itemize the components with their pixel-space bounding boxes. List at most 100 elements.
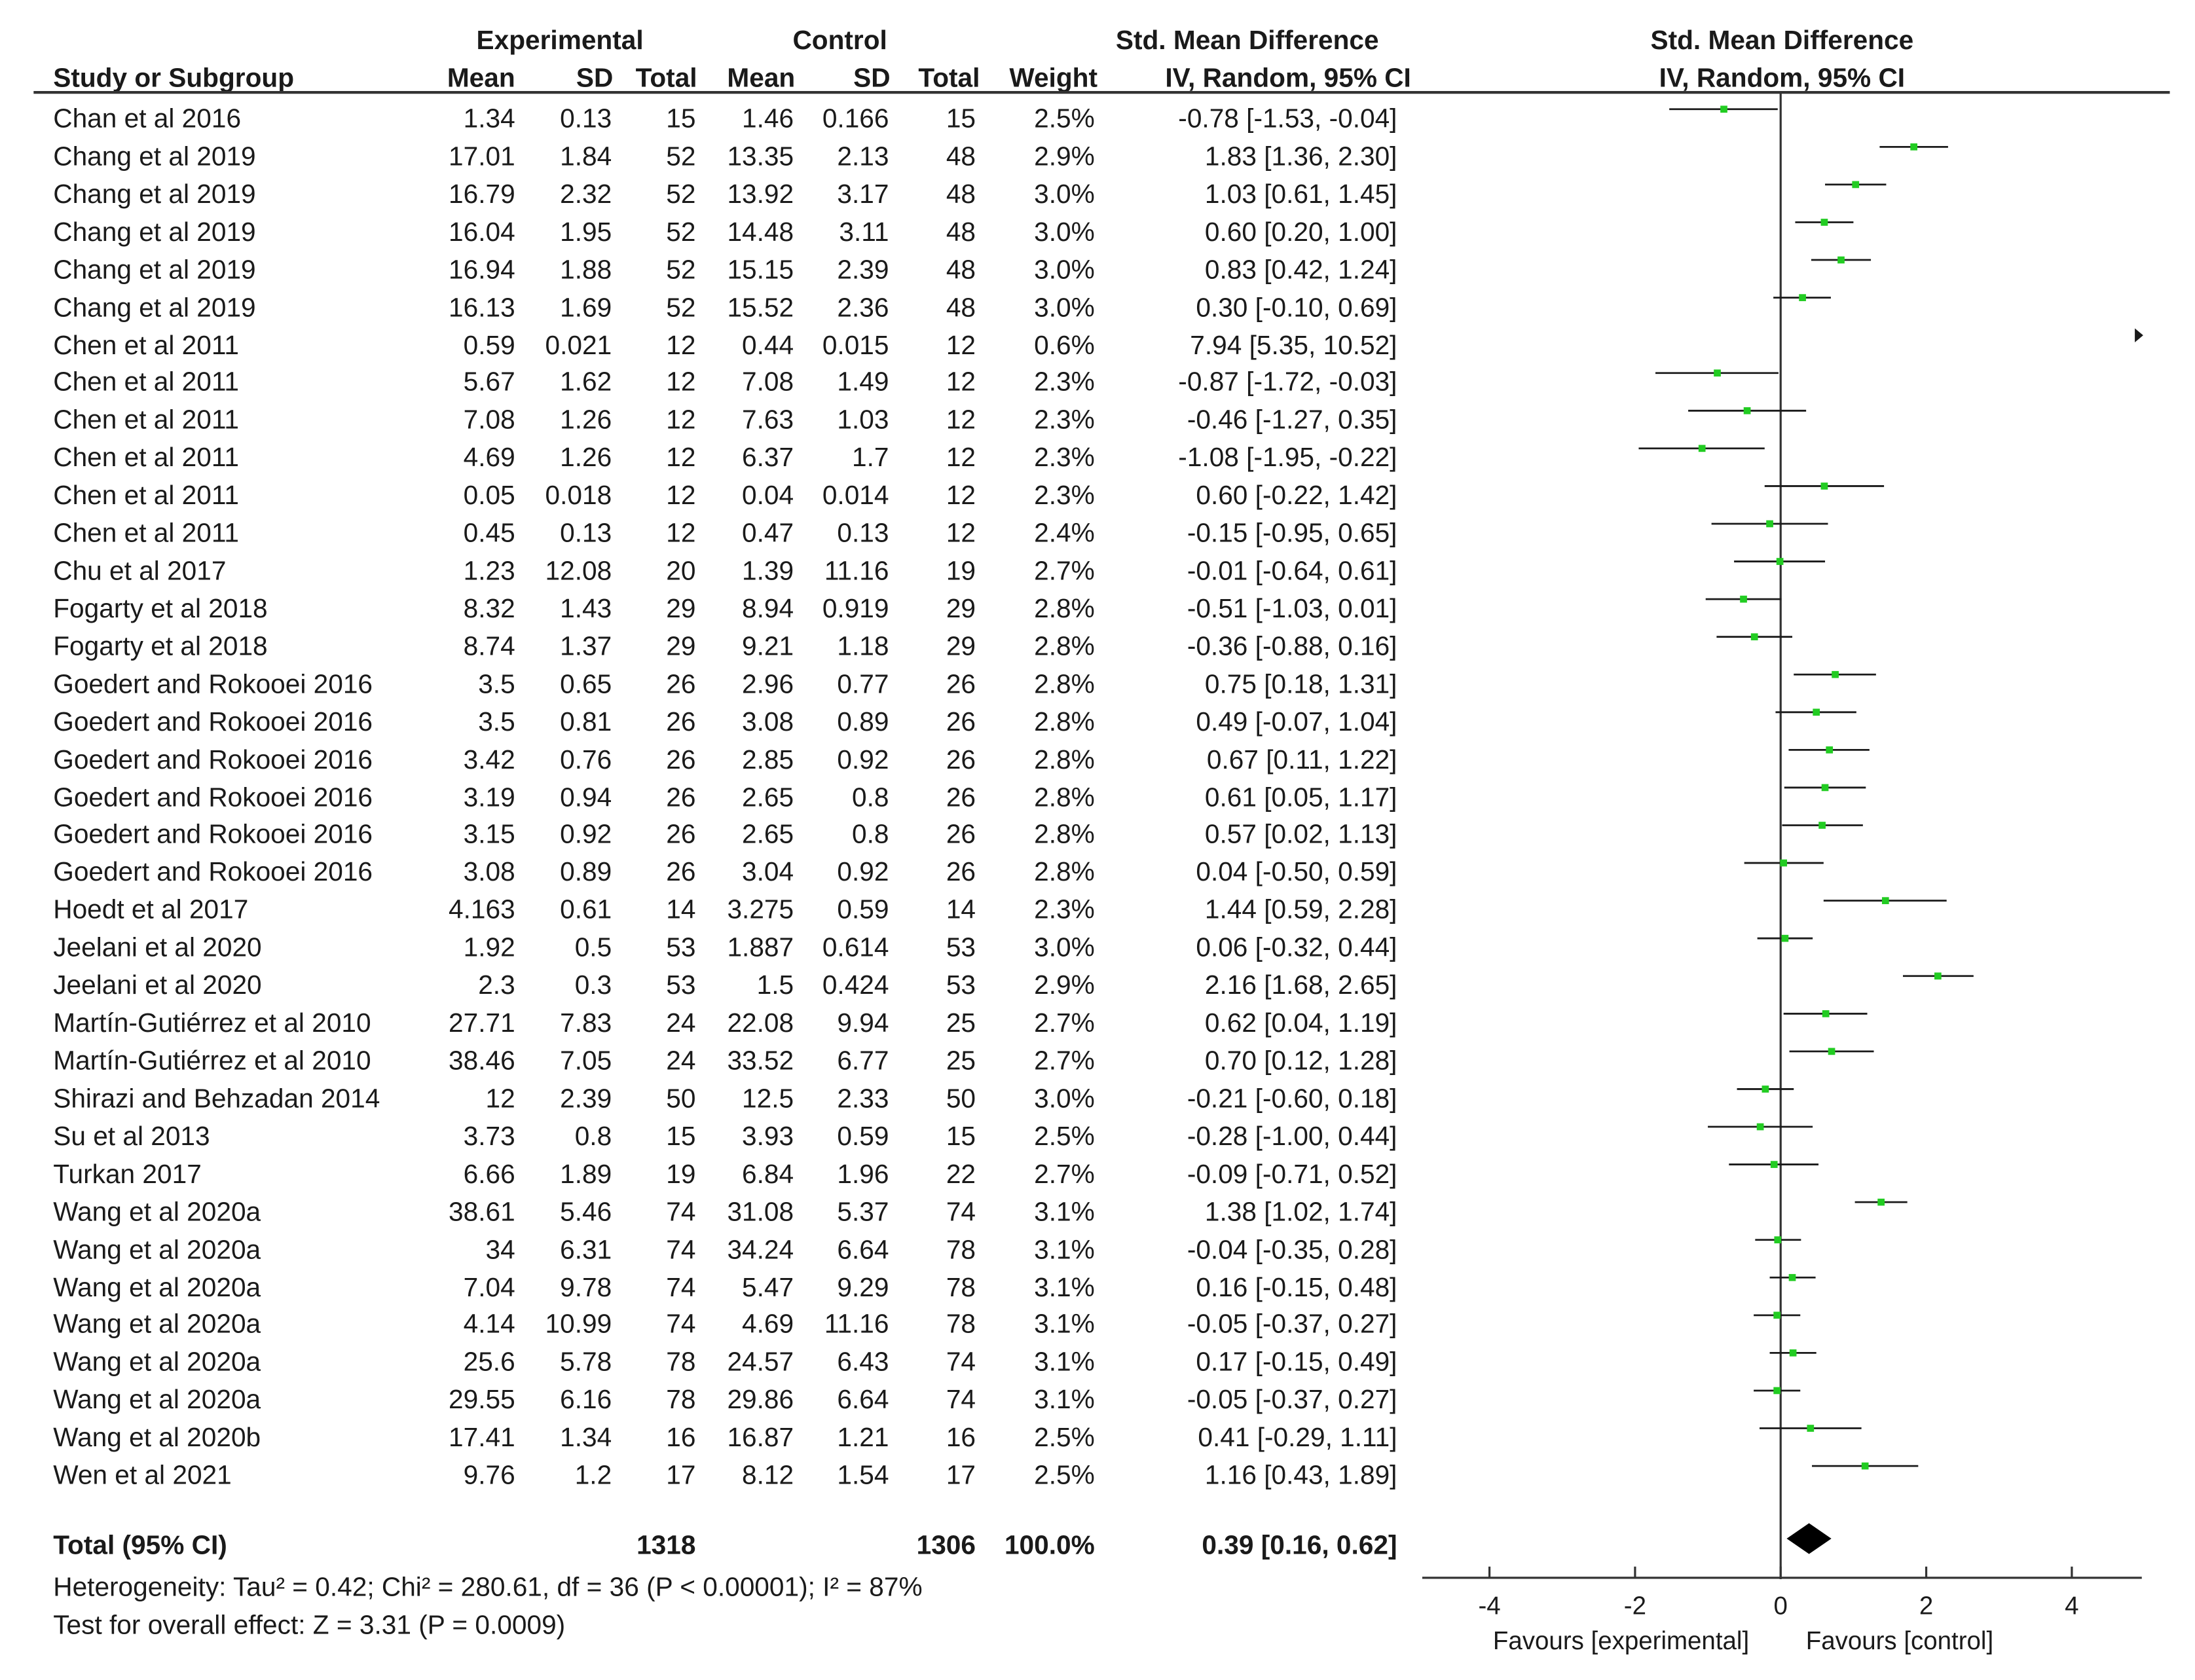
x-axis-ticks: -4 -2 0 2 4: [1478, 1566, 2079, 1620]
study-name: Fogarty et al 2018: [53, 594, 268, 625]
point-estimate: [1773, 1387, 1781, 1395]
point-estimate: [1743, 407, 1751, 414]
experimental-sd: 5.46: [560, 1197, 612, 1228]
study-row: Martín-Gutiérrez et al 2010 27.71 7.83 2…: [0, 1011, 1414, 1049]
study-row: Wang et al 2020a 38.61 5.46 74 31.08 5.3…: [0, 1199, 1414, 1237]
experimental-total: 12: [666, 331, 696, 361]
experimental-mean: 16.13: [449, 293, 515, 323]
study-row: Chen et al 2011 4.69 1.26 12 6.37 1.7 12…: [0, 446, 1414, 484]
experimental-sd: 0.65: [560, 670, 612, 700]
control-sd: 0.92: [837, 858, 889, 888]
study-smd-ci: -0.87 [-1.72, -0.03]: [1178, 369, 1397, 399]
point-estimate: [1828, 1048, 1835, 1055]
study-weight: 2.9%: [1034, 972, 1095, 1002]
experimental-total: 19: [666, 1160, 696, 1190]
control-sd: 1.21: [837, 1424, 889, 1453]
study-name: Chen et al 2011: [53, 331, 240, 361]
control-mean: 14.48: [727, 218, 794, 247]
experimental-sd: 12.08: [545, 557, 612, 587]
study-row: Fogarty et al 2018 8.74 1.37 29 9.21 1.1…: [0, 634, 1414, 672]
experimental-sd: 6.16: [560, 1386, 612, 1416]
study-row: Goedert and Rokooei 2016 3.42 0.76 26 2.…: [0, 747, 1414, 785]
point-estimate: [1820, 219, 1828, 226]
total-control-n: 1306: [916, 1531, 976, 1561]
study-name: Chen et al 2011: [53, 519, 240, 549]
control-total: 12: [946, 481, 976, 511]
experimental-total: 74: [666, 1311, 696, 1341]
experimental-total: 12: [666, 519, 696, 549]
study-weight: 2.3%: [1034, 481, 1095, 511]
control-total: 53: [946, 972, 976, 1002]
experimental-mean: 1.34: [463, 105, 515, 135]
control-header: Control: [792, 26, 887, 56]
control-mean: 34.24: [727, 1235, 794, 1266]
study-row: Chan et al 2016 1.34 0.13 15 1.46 0.166 …: [0, 107, 1414, 145]
study-row: Wang et al 2020a 4.14 10.99 74 4.69 11.1…: [0, 1313, 1414, 1351]
control-total: 48: [946, 180, 976, 210]
experimental-sd: 0.94: [560, 783, 612, 813]
control-sd: 1.49: [837, 369, 889, 399]
study-name: Hoedt et al 2017: [53, 896, 249, 926]
study-name: Fogarty et al 2018: [53, 632, 268, 663]
col-total-e-header: Total: [635, 64, 697, 94]
experimental-mean: 25.6: [463, 1348, 515, 1378]
control-sd: 11.16: [824, 557, 889, 587]
study-weight: 3.1%: [1034, 1235, 1095, 1266]
experimental-total: 50: [666, 1085, 696, 1114]
experimental-total: 15: [666, 1122, 696, 1152]
experimental-mean: 4.69: [463, 444, 515, 474]
study-row: Goedert and Rokooei 2016 3.19 0.94 26 2.…: [0, 785, 1414, 823]
experimental-mean: 0.05: [463, 481, 515, 511]
experimental-total: 29: [666, 632, 696, 663]
study-row: Wang et al 2020a 29.55 6.16 78 29.86 6.6…: [0, 1388, 1414, 1426]
experimental-mean: 3.08: [463, 858, 515, 888]
col-total-c-header: Total: [918, 64, 980, 94]
experimental-mean: 16.94: [449, 255, 515, 285]
control-mean: 2.96: [742, 670, 794, 700]
study-name: Chang et al 2019: [53, 180, 256, 210]
study-row: Chen et al 2011 5.67 1.62 12 7.08 1.49 1…: [0, 370, 1414, 408]
total-label: Total (95% CI): [53, 1531, 227, 1561]
control-sd: 5.37: [837, 1197, 889, 1228]
control-sd: 0.919: [822, 594, 889, 625]
study-smd-ci: 1.38 [1.02, 1.74]: [1204, 1197, 1397, 1228]
study-name: Shirazi and Behzadan 2014: [53, 1085, 380, 1114]
control-total: 74: [946, 1197, 976, 1228]
point-estimate: [1910, 143, 1918, 151]
point-estimate: [1698, 445, 1706, 452]
study-row: Goedert and Rokooei 2016 3.08 0.89 26 3.…: [0, 860, 1414, 898]
experimental-mean: 0.59: [463, 331, 515, 361]
experimental-mean: 16.79: [449, 180, 515, 210]
study-name: Martín-Gutiérrez et al 2010: [53, 1009, 371, 1039]
experimental-total: 74: [666, 1273, 696, 1303]
experimental-mean: 4.14: [463, 1311, 515, 1341]
study-row: Jeelani et al 2020 2.3 0.3 53 1.5 0.424 …: [0, 973, 1414, 1011]
total-smd-ci: 0.39 [0.16, 0.62]: [1202, 1531, 1397, 1561]
point-estimate: [1877, 1198, 1885, 1206]
study-smd-ci: -0.36 [-0.88, 0.16]: [1187, 632, 1397, 663]
control-sd: 0.89: [837, 708, 889, 738]
study-name: Wang et al 2020a: [53, 1311, 261, 1341]
experimental-total: 78: [666, 1386, 696, 1416]
control-total: 16: [946, 1424, 976, 1453]
point-estimate: [1837, 256, 1845, 264]
control-mean: 3.04: [742, 858, 794, 888]
control-total: 12: [946, 406, 976, 436]
point-estimate: [1826, 746, 1834, 754]
experimental-mean: 3.19: [463, 783, 515, 813]
point-estimate: [1821, 784, 1829, 792]
experimental-mean: 7.04: [463, 1273, 515, 1303]
experimental-sd: 9.78: [560, 1273, 612, 1303]
control-total: 29: [946, 632, 976, 663]
experimental-mean: 17.01: [449, 142, 515, 172]
study-weight: 2.5%: [1034, 1424, 1095, 1453]
point-estimate: [1776, 558, 1784, 565]
control-mean: 0.44: [742, 331, 794, 361]
experimental-sd: 0.5: [574, 934, 612, 964]
favours-control-label: Favours [control]: [1806, 1627, 1993, 1655]
experimental-header: Experimental: [476, 26, 644, 56]
total-weight: 100.0%: [1004, 1531, 1095, 1561]
study-weight: 2.8%: [1034, 594, 1095, 625]
study-weight: 2.8%: [1034, 745, 1095, 775]
study-weight: 2.5%: [1034, 1122, 1095, 1152]
